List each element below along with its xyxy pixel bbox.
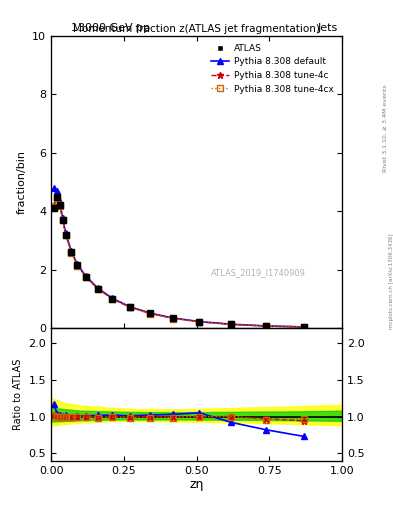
- Pythia 8.308 tune-4cx: [61, 218, 65, 224]
- ATLAS: [75, 262, 80, 268]
- Pythia 8.308 tune-4cx: [229, 322, 234, 328]
- Y-axis label: fraction/bin: fraction/bin: [17, 150, 27, 214]
- ATLAS: [197, 319, 202, 325]
- Pythia 8.308 tune-4c: [95, 286, 100, 292]
- Pythia 8.308 default: [95, 285, 100, 291]
- ATLAS: [63, 231, 68, 238]
- Pythia 8.308 tune-4c: [302, 324, 307, 330]
- Pythia 8.308 tune-4cx: [302, 324, 307, 330]
- ATLAS: [127, 304, 132, 310]
- Pythia 8.308 tune-4cx: [110, 296, 114, 302]
- Pythia 8.308 tune-4c: [51, 202, 56, 208]
- Pythia 8.308 tune-4cx: [75, 263, 80, 269]
- Pythia 8.308 tune-4cx: [95, 286, 100, 292]
- Pythia 8.308 tune-4cx: [51, 204, 56, 210]
- Pythia 8.308 tune-4c: [69, 249, 74, 255]
- Pythia 8.308 tune-4cx: [84, 274, 88, 281]
- Pythia 8.308 tune-4c: [75, 262, 80, 268]
- Pythia 8.308 default: [63, 230, 68, 236]
- Text: Jets: Jets: [318, 23, 338, 33]
- Pythia 8.308 tune-4c: [148, 310, 152, 316]
- Pythia 8.308 tune-4c: [63, 231, 68, 238]
- Text: Rivet 3.1.10, ≥ 3.4M events: Rivet 3.1.10, ≥ 3.4M events: [383, 84, 387, 172]
- Text: ATLAS_2019_I1740909: ATLAS_2019_I1740909: [211, 268, 306, 278]
- Pythia 8.308 tune-4c: [110, 296, 114, 302]
- ATLAS: [55, 194, 59, 200]
- Pythia 8.308 default: [110, 295, 114, 301]
- Pythia 8.308 tune-4c: [61, 217, 65, 223]
- ATLAS: [57, 202, 62, 208]
- Pythia 8.308 tune-4c: [264, 323, 269, 329]
- Pythia 8.308 default: [229, 321, 234, 327]
- X-axis label: zη: zη: [189, 478, 204, 492]
- Pythia 8.308 tune-4cx: [197, 319, 202, 325]
- Pythia 8.308 default: [171, 315, 176, 321]
- Pythia 8.308 default: [148, 310, 152, 316]
- Pythia 8.308 tune-4c: [229, 322, 234, 328]
- Legend: ATLAS, Pythia 8.308 default, Pythia 8.308 tune-4c, Pythia 8.308 tune-4cx: ATLAS, Pythia 8.308 default, Pythia 8.30…: [208, 40, 338, 97]
- Y-axis label: Ratio to ATLAS: Ratio to ATLAS: [13, 359, 23, 430]
- Pythia 8.308 tune-4c: [55, 194, 59, 200]
- Line: Pythia 8.308 default: Pythia 8.308 default: [51, 185, 307, 330]
- Pythia 8.308 default: [57, 199, 62, 205]
- Pythia 8.308 tune-4cx: [127, 304, 132, 310]
- ATLAS: [229, 322, 234, 328]
- ATLAS: [148, 310, 152, 316]
- Pythia 8.308 default: [69, 248, 74, 254]
- Text: mcplots.cern.ch [arXiv:1306.3436]: mcplots.cern.ch [arXiv:1306.3436]: [389, 234, 393, 329]
- ATLAS: [302, 324, 307, 330]
- Line: Pythia 8.308 tune-4c: Pythia 8.308 tune-4c: [51, 193, 308, 330]
- ATLAS: [95, 286, 100, 292]
- Pythia 8.308 default: [264, 323, 269, 329]
- Pythia 8.308 tune-4cx: [69, 249, 74, 255]
- Line: Pythia 8.308 tune-4cx: Pythia 8.308 tune-4cx: [51, 195, 307, 330]
- Pythia 8.308 tune-4c: [57, 202, 62, 208]
- Pythia 8.308 default: [55, 187, 59, 194]
- Text: 13000 GeV pp: 13000 GeV pp: [71, 23, 150, 33]
- Pythia 8.308 tune-4cx: [63, 232, 68, 238]
- Title: Momentum fraction z(ATLAS jet fragmentation): Momentum fraction z(ATLAS jet fragmentat…: [73, 24, 320, 34]
- Pythia 8.308 tune-4c: [84, 274, 88, 280]
- Pythia 8.308 tune-4cx: [171, 315, 176, 322]
- Pythia 8.308 tune-4cx: [148, 311, 152, 317]
- Pythia 8.308 default: [61, 216, 65, 222]
- Line: ATLAS: ATLAS: [51, 194, 307, 330]
- Pythia 8.308 tune-4c: [171, 315, 176, 322]
- Pythia 8.308 default: [51, 185, 56, 191]
- Pythia 8.308 default: [75, 261, 80, 267]
- Pythia 8.308 default: [197, 318, 202, 325]
- Pythia 8.308 default: [302, 324, 307, 330]
- ATLAS: [51, 205, 56, 211]
- ATLAS: [264, 323, 269, 329]
- ATLAS: [84, 274, 88, 280]
- Pythia 8.308 tune-4cx: [57, 203, 62, 209]
- Pythia 8.308 tune-4c: [197, 319, 202, 325]
- Pythia 8.308 default: [127, 304, 132, 310]
- Pythia 8.308 tune-4c: [127, 304, 132, 310]
- Pythia 8.308 tune-4cx: [264, 323, 269, 329]
- ATLAS: [61, 217, 65, 223]
- Pythia 8.308 default: [84, 273, 88, 280]
- ATLAS: [110, 296, 114, 302]
- ATLAS: [69, 249, 74, 255]
- Pythia 8.308 tune-4cx: [55, 195, 59, 201]
- ATLAS: [171, 315, 176, 322]
